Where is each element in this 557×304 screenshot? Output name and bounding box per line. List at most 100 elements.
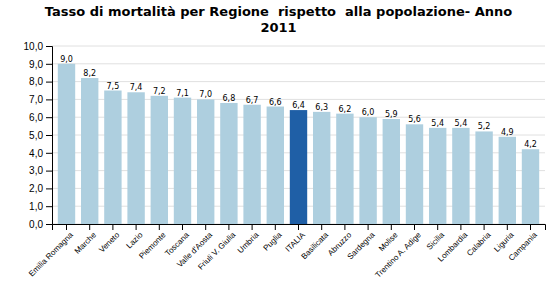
data-label: 6,2 [339,105,352,114]
bar [522,149,539,224]
y-tick-mark [46,82,52,83]
x-tick-mark [228,224,229,230]
bar [359,117,376,224]
y-tick-mark [46,188,52,189]
data-label: 7,2 [153,87,166,96]
y-tick: 5,0 [29,130,52,141]
x-tick: Campania [507,224,540,263]
bar [499,137,516,224]
x-tick-label: Umbria [236,230,261,255]
x-tick: Sicilia [425,224,447,252]
x-tick: Piemonte [137,224,168,261]
bars [58,64,539,224]
x-tick: Calabria [465,224,493,258]
data-label: 7,5 [107,82,120,91]
y-axis: 0,0 1,0 2,0 3,0 4,0 5,0 6,0 7,0 8,0 9,0 10,0 [24,41,53,230]
bar [151,96,168,224]
x-tick-mark [66,224,67,230]
x-tick-mark [136,224,137,230]
y-tick-mark [46,224,52,225]
x-tick-mark [89,224,90,230]
y-tick: 9,0 [29,59,52,70]
bar [220,103,237,224]
x-tick: Puglia [262,224,284,253]
bar [336,114,353,224]
x-tick: Molise [377,224,400,253]
y-tick-label: 5,0 [29,130,43,141]
data-label: 4,9 [501,128,514,137]
x-tick-label: Marche [73,230,99,256]
y-tick: 10,0 [24,41,52,52]
x-tick-label: Calabria [465,230,493,258]
x-tick-mark [159,224,160,230]
x-tick-mark [252,224,253,230]
data-labels: 9,08,27,57,47,27,17,06,86,76,66,46,36,26… [60,55,537,149]
data-label: 6,6 [269,98,282,107]
x-tick: Lazio [125,224,145,250]
x-tick: Marche [73,224,99,256]
data-label: 7,1 [176,89,189,98]
data-label: 4,2 [524,140,537,149]
x-tick-label: Sicilia [425,230,447,252]
y-tick-label: 0,0 [29,219,43,230]
y-tick-mark [46,171,52,172]
bar [243,105,260,224]
bar [429,128,446,224]
bar [383,119,400,224]
bar [475,131,492,224]
chart: 0,0 1,0 2,0 3,0 4,0 5,0 6,0 7,0 8,0 9,0 10,0 Emilia… [0,0,557,304]
data-label: 5,6 [408,115,421,124]
data-label: 5,4 [431,119,444,128]
data-label: 7,4 [130,83,143,92]
x-tick-mark [321,224,322,230]
data-label: 8,2 [83,69,96,78]
bar [406,124,423,224]
grid-line [52,63,545,64]
x-tick: Umbria [236,224,261,255]
x-tick-mark [298,224,299,230]
x-tick-mark [205,224,206,230]
y-tick: 6,0 [29,112,52,123]
y-tick-label: 8,0 [29,76,43,87]
grid-line [52,99,545,100]
data-label: 6,7 [246,96,259,105]
y-tick-mark [46,46,52,47]
x-tick-mark [112,224,113,230]
y-tick-label: 6,0 [29,112,43,123]
y-tick: 2,0 [29,183,52,194]
grid [52,46,545,224]
x-tick-mark [507,224,508,230]
y-tick-label: 2,0 [29,183,43,194]
x-tick-mark [182,224,183,230]
y-tick-label: 1,0 [29,201,43,212]
plot-area: 0,0 1,0 2,0 3,0 4,0 5,0 6,0 7,0 8,0 9,0 10,0 Emilia… [24,41,546,280]
y-tick: 4,0 [29,148,52,159]
x-tick-mark [530,224,531,230]
y-tick-label: 7,0 [29,94,43,105]
y-tick: 1,0 [29,201,52,212]
data-label: 5,9 [385,110,398,119]
bar [81,78,98,224]
x-tick-mark [414,224,415,230]
x-tick: Friuli V. Giulia [196,224,237,272]
title-line: 2011 [260,20,296,35]
grid-line [52,81,545,82]
grid-line [52,46,545,47]
x-tick-label: Basilicata [299,230,330,261]
data-label: 9,0 [60,55,73,64]
y-tick: 8,0 [29,76,52,87]
bar [174,98,191,224]
title: Tasso di mortalità per Regione rispetto … [45,4,513,35]
x-tick-label: Emilia Romagna [27,230,75,278]
y-tick-mark [46,153,52,154]
x-tick-label: Lombardia [436,230,469,263]
x-tick-mark [344,224,345,230]
y-tick-mark [46,64,52,65]
x-tick-label: Campania [507,230,540,263]
bar [267,107,284,224]
x-tick: Veneto [97,224,121,254]
y-tick: 3,0 [29,165,52,176]
data-label: 6,3 [315,103,328,112]
bar [452,128,469,224]
y-tick-label: 10,0 [24,41,44,52]
